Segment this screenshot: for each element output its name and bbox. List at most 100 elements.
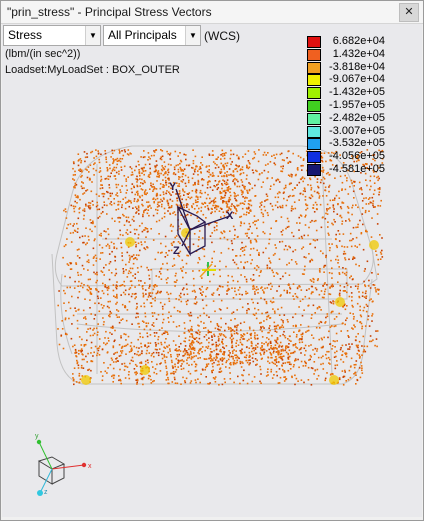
quantity-select[interactable]: Stress ▼ [3,25,101,46]
stress-vector-point [339,175,342,178]
graphics-viewport[interactable]: X Y Z x y z Stress ▼ All Principals ▼ [2,24,422,517]
stress-vector-point [173,257,175,260]
stress-vector-point [230,319,232,321]
stress-vector-point [134,363,137,366]
stress-vector-point [209,382,211,384]
stress-vector-point [123,369,126,371]
stress-vector-point [349,276,351,279]
stress-vector-point [187,313,190,315]
stress-vector-point [143,328,146,331]
stress-vector-point [317,278,319,280]
stress-vector-point [260,373,262,375]
stress-vector-point [132,360,134,362]
stress-vector-point [111,333,113,335]
stress-vector-point [253,376,256,378]
title-bar[interactable]: "prin_stress" - Principal Stress Vectors… [1,1,423,24]
stress-vector-point [358,354,361,356]
stress-vector-point [250,242,252,244]
stress-vector-point [209,357,211,360]
stress-vector-point [83,151,86,153]
stress-vector-point [167,210,169,212]
stress-vector-point [78,211,81,214]
stress-vector-point [195,195,198,198]
close-button[interactable]: ✕ [399,3,419,22]
stress-vector-point [208,202,211,205]
stress-vector-point [81,358,84,361]
stress-vector-point [83,214,85,217]
stress-vector-point [93,351,95,354]
stress-vector-point [130,153,132,155]
stress-vector-point [319,271,321,273]
stress-vector-point [378,191,381,193]
stress-vector-point [366,184,368,187]
stress-vector-point [100,175,102,178]
component-select[interactable]: All Principals ▼ [103,25,201,46]
stress-vector-point [220,326,222,329]
stress-vector-point [116,357,118,359]
stress-vector-point [223,357,226,360]
stress-vector-point [130,255,133,258]
chevron-down-icon[interactable]: ▼ [85,26,100,45]
stress-vector-point [89,278,91,281]
stress-vector-point [363,197,365,200]
chevron-down-icon[interactable]: ▼ [185,26,200,45]
stress-vector-point [335,332,338,335]
stress-vector-point [125,231,127,234]
stress-vector-point [353,197,355,199]
stress-vector-point [268,327,270,329]
stress-vector-point [373,154,376,156]
stress-vector-point [93,239,96,242]
stress-vector-point [277,353,280,356]
stress-vector-point [170,315,172,317]
stress-vector-point [170,194,172,196]
stress-vector-point [328,350,330,353]
stress-vector-point [144,248,147,251]
stress-vector-point [75,351,78,354]
stress-vector-point [133,198,136,200]
stress-vector-point [265,300,268,303]
stress-vector-point [239,224,242,227]
stress-vector-point [149,188,151,190]
stress-vector-point [130,350,133,352]
stress-vector-point [145,293,147,295]
stress-vector-point [308,359,310,361]
stress-vector-point [328,234,330,236]
stress-vector-point [183,204,185,206]
stress-vector-point [142,204,144,207]
stress-vector-point [125,263,127,266]
stress-vector-point [164,172,166,175]
stress-vector-point [370,163,373,165]
stress-vector-point [228,367,231,369]
stress-vector-point [348,220,351,222]
stress-vector-point [281,240,284,243]
stress-vector-point [93,332,96,335]
stress-vector-point [356,345,358,348]
stress-vector-point [94,225,96,228]
stress-vector-point [274,312,276,314]
stress-vector-point [374,206,376,208]
stress-vector-point [291,205,293,208]
stress-vector-point [206,205,209,207]
stress-vector-point [259,347,262,349]
stress-vector-point [222,165,224,167]
stress-vector-point [211,261,213,263]
stress-vector-point [136,190,139,193]
stress-vector-point [235,178,238,181]
stress-vector-point [241,191,243,193]
stress-vector-point [341,189,343,191]
stress-vector-point [193,302,196,305]
stress-vector-point [286,199,288,202]
stress-vector-point [239,169,242,171]
stress-vector-point [80,367,83,369]
stress-vector-point [213,229,216,232]
stress-vector-point [160,341,162,344]
stress-vector-point [302,190,305,192]
stress-vector-point [381,162,384,164]
stress-vector-point [110,357,113,360]
stress-vector-point [198,236,200,238]
stress-vector-point [135,379,137,381]
stress-vector-point [353,181,356,183]
stress-vector-point [263,151,266,154]
stress-vector-point [60,334,63,337]
stress-vector-point [270,354,273,356]
